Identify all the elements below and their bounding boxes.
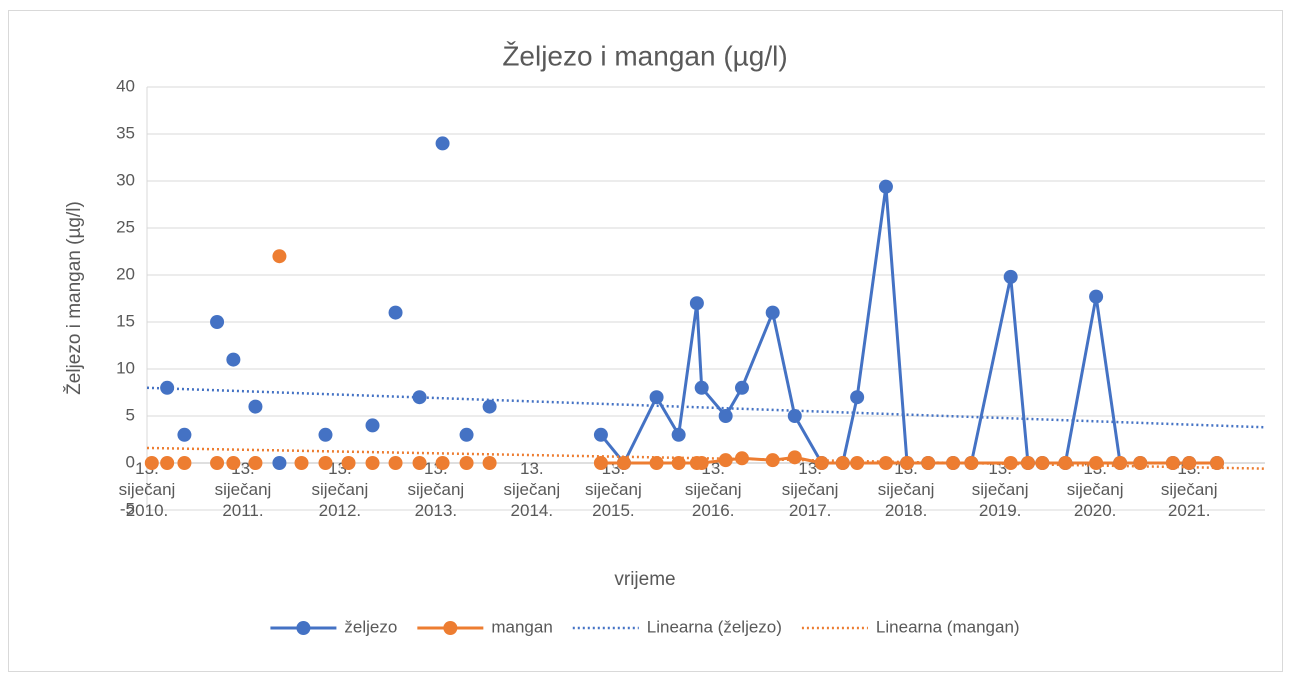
y-axis-title: Željezo i mangan (µg/l) — [63, 201, 85, 395]
marker — [341, 456, 356, 470]
marker — [814, 456, 829, 470]
marker — [294, 456, 309, 470]
legend-label: Linearna (mangan) — [876, 617, 1020, 636]
marker — [689, 296, 704, 311]
marker — [482, 399, 497, 414]
marker — [1182, 456, 1197, 470]
trendline — [146, 386, 1266, 429]
marker — [1089, 289, 1104, 304]
marker — [718, 409, 733, 423]
marker — [850, 390, 865, 405]
y-tick-label: 10 — [116, 358, 135, 377]
marker — [616, 456, 631, 470]
marker — [412, 390, 427, 405]
marker — [850, 456, 865, 470]
marker — [765, 305, 780, 320]
series-line — [599, 185, 1218, 465]
marker — [177, 427, 192, 442]
chart-border — [8, 10, 1283, 672]
marker — [1058, 456, 1073, 470]
marker — [365, 418, 380, 433]
marker — [1020, 456, 1035, 470]
legend: željezo mangan Linearna (željezo) Linearna … — [270, 617, 1020, 636]
marker — [248, 399, 263, 414]
chart-title: Željezo i mangan (µg/l) — [502, 40, 787, 71]
marker — [272, 456, 287, 470]
marker — [787, 450, 802, 465]
marker — [318, 456, 333, 470]
marker — [671, 427, 686, 442]
marker — [878, 456, 893, 470]
x-tick-label: 13. siječanj 2011. — [215, 459, 272, 520]
marker — [160, 456, 175, 470]
y-tick-label: 5 — [126, 405, 135, 424]
y-tick-label: 35 — [116, 123, 135, 142]
marker — [694, 380, 709, 395]
legend-marker — [296, 621, 311, 635]
legend-marker — [443, 621, 458, 635]
marker — [272, 249, 287, 264]
marker — [1089, 456, 1104, 470]
y-tick-label: 15 — [116, 311, 135, 330]
y-tick-label: 30 — [116, 170, 135, 189]
marker — [482, 456, 497, 470]
marker — [318, 427, 333, 442]
y-tick-label: -5 — [120, 499, 135, 518]
marker — [388, 456, 403, 470]
x-tick-label: 13. siječanj 2010. — [119, 459, 176, 520]
trendline — [146, 446, 1266, 470]
marker — [365, 456, 380, 470]
marker — [459, 427, 474, 442]
marker — [435, 456, 450, 470]
marker — [388, 305, 403, 320]
legend-label: željezo — [344, 617, 397, 636]
marker — [177, 456, 192, 470]
marker — [694, 456, 709, 470]
x-tick-label: 13. siječanj 2012. — [312, 459, 369, 520]
marker — [878, 179, 893, 194]
marker — [671, 456, 686, 470]
marker — [1133, 456, 1148, 470]
marker — [435, 136, 450, 151]
marker — [210, 315, 225, 329]
marker — [593, 427, 608, 442]
x-axis-title: vrijeme — [614, 569, 675, 590]
marker — [210, 456, 225, 470]
y-tick-label: 25 — [116, 217, 135, 236]
marker — [144, 456, 159, 470]
y-tick-label: 20 — [116, 264, 135, 283]
marker — [248, 456, 263, 470]
y-tick-label: 40 — [116, 76, 135, 95]
marker — [1003, 456, 1018, 470]
marker — [1113, 456, 1128, 470]
x-tick-label: 13. siječanj 2014. — [503, 459, 560, 520]
y-tick-label: 0 — [126, 452, 135, 471]
marker — [649, 390, 664, 405]
marker — [459, 456, 474, 470]
marker — [718, 453, 733, 468]
marker — [226, 456, 241, 470]
legend-label: mangan — [491, 617, 552, 636]
marker — [787, 409, 802, 423]
marker — [835, 456, 850, 470]
marker — [593, 456, 608, 470]
marker — [1003, 269, 1018, 284]
marker — [964, 456, 979, 470]
marker — [1165, 456, 1180, 470]
marker — [734, 380, 749, 395]
marker — [412, 456, 427, 470]
legend-label: Linearna (željezo) — [647, 617, 782, 636]
marker — [649, 456, 664, 470]
marker — [226, 352, 241, 367]
marker — [1035, 456, 1050, 470]
